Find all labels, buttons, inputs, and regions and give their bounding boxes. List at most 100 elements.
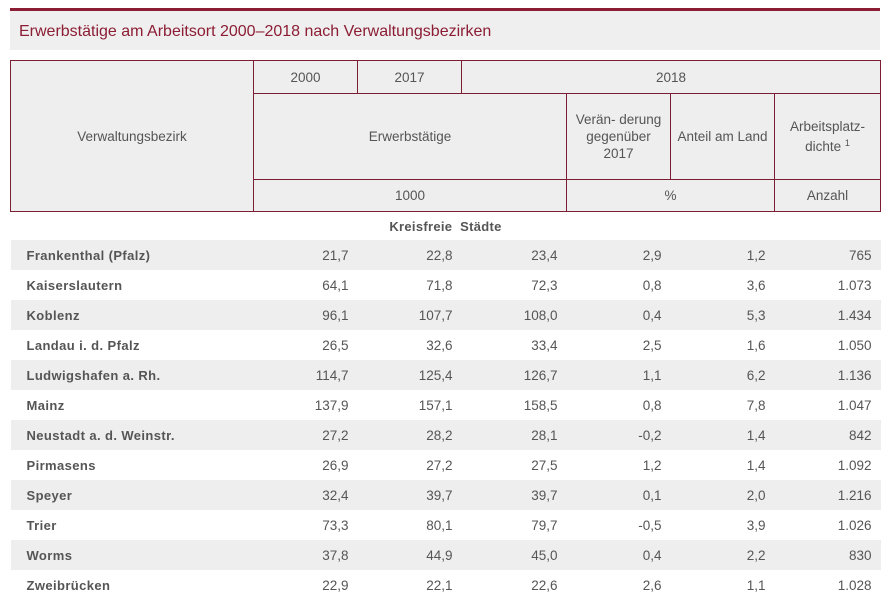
value-2017: 28,2 xyxy=(357,420,462,450)
value-2000: 26,9 xyxy=(322,457,349,473)
change-percent: 0,8 xyxy=(642,397,662,413)
district-name: Neustadt a. d. Weinstr. xyxy=(10,420,254,450)
value-2017: 32,6 xyxy=(426,337,453,353)
table-row: Neustadt a. d. Weinstr. 27,2 28,2 28,1 -0,2 1… xyxy=(10,420,881,450)
value-2000: 32,4 xyxy=(253,480,358,510)
value-2000: 22,9 xyxy=(322,577,349,593)
value-2018: 39,7 xyxy=(461,480,567,510)
table-row: Frankenthal (Pfalz) 21,7 22,8 23,4 2,9 1,2 765 xyxy=(10,240,881,270)
share-percent: 3,9 xyxy=(746,517,766,533)
value-2000: 96,1 xyxy=(253,300,358,330)
unit-percent: % xyxy=(566,179,775,212)
header-density: Arbeitsplatz- dichte 1 xyxy=(773,93,882,180)
value-2000: 137,9 xyxy=(314,397,349,413)
value-2000: 64,1 xyxy=(322,277,349,293)
district-name: Mainz xyxy=(26,397,65,413)
job-density: 1.092 xyxy=(837,457,872,473)
table-row: Mainz 137,9 157,1 158,5 0,8 7,8 1.047 xyxy=(11,390,881,420)
job-density: 1.434 xyxy=(774,300,881,330)
value-2017: 39,7 xyxy=(357,480,462,510)
value-2017: 71,8 xyxy=(426,277,453,293)
share-percent: 1,4 xyxy=(746,457,766,473)
value-2018: 158,5 xyxy=(523,397,558,413)
value-2000: 73,3 xyxy=(322,517,349,533)
change-percent: 2,6 xyxy=(642,577,662,593)
table-row: Koblenz 96,1 107,7 108,0 0,4 5,3 1.434 xyxy=(10,300,881,330)
change-percent: -0,2 xyxy=(566,420,671,450)
share-percent: 2,0 xyxy=(670,480,775,510)
value-2017: 107,7 xyxy=(357,300,462,330)
value-2017: 27,2 xyxy=(426,457,453,473)
change-percent: -0,5 xyxy=(638,517,662,533)
share-percent: 1,2 xyxy=(670,240,775,270)
value-2018: 23,4 xyxy=(461,240,567,270)
header-employed: Erwerbstätige xyxy=(253,93,567,180)
value-2018: 27,5 xyxy=(531,457,558,473)
value-2017: 22,8 xyxy=(357,240,462,270)
district-name: Ludwigshafen a. Rh. xyxy=(10,360,254,390)
job-density: 1.050 xyxy=(837,337,872,353)
value-2000: 21,7 xyxy=(253,240,358,270)
header-district: Verwaltungsbezirk xyxy=(10,60,254,212)
district-name: Kaiserslautern xyxy=(26,277,123,293)
change-percent: 0,4 xyxy=(566,540,671,570)
section-heading: Kreisfreie Städte xyxy=(389,218,502,234)
table-row: Landau i. d. Pfalz 26,5 32,6 33,4 2,5 1,6 1.05… xyxy=(11,330,881,360)
district-name: Pirmasens xyxy=(26,457,96,473)
header-change: Verän- derung gegenüber 2017 xyxy=(566,93,671,180)
change-percent: 1,1 xyxy=(566,360,671,390)
value-2000: 26,5 xyxy=(322,337,349,353)
share-percent: 1,6 xyxy=(746,337,766,353)
job-density: 1.136 xyxy=(774,360,881,390)
employment-table: Verwaltungsbezirk 2000 2017 2018 Erwerbs… xyxy=(10,60,882,600)
value-2000: 114,7 xyxy=(253,360,358,390)
share-percent: 2,2 xyxy=(670,540,775,570)
district-name: Worms xyxy=(10,540,254,570)
value-2018: 108,0 xyxy=(461,300,567,330)
change-percent: 0,4 xyxy=(566,300,671,330)
change-percent: 1,2 xyxy=(642,457,662,473)
change-percent: 0,1 xyxy=(566,480,671,510)
value-2017: 44,9 xyxy=(357,540,462,570)
change-percent: 0,8 xyxy=(642,277,662,293)
value-2018: 79,7 xyxy=(531,517,558,533)
change-percent: 2,5 xyxy=(642,337,662,353)
job-density: 1.047 xyxy=(837,397,872,413)
table-row: Trier 73,3 80,1 79,7 -0,5 3,9 1.026 xyxy=(11,510,881,540)
value-2018: 33,4 xyxy=(531,337,558,353)
table-row: Zweibrücken 22,9 22,1 22,6 2,6 1,1 1.028 xyxy=(11,570,881,600)
header-year-2017: 2017 xyxy=(357,60,462,94)
value-2017: 157,1 xyxy=(418,397,453,413)
job-density: 1.028 xyxy=(837,577,872,593)
job-density: 1.073 xyxy=(837,277,872,293)
value-2018: 72,3 xyxy=(531,277,558,293)
value-2018: 45,0 xyxy=(461,540,567,570)
value-2017: 125,4 xyxy=(357,360,462,390)
district-name: Trier xyxy=(26,517,57,533)
table-row: Pirmasens 26,9 27,2 27,5 1,2 1,4 1.092 xyxy=(11,450,881,480)
job-density: 842 xyxy=(774,420,881,450)
value-2018: 126,7 xyxy=(461,360,567,390)
header-year-2000: 2000 xyxy=(253,60,358,94)
share-percent: 3,6 xyxy=(746,277,766,293)
value-2018: 28,1 xyxy=(461,420,567,450)
district-name: Landau i. d. Pfalz xyxy=(26,337,140,353)
job-density: 1.216 xyxy=(774,480,881,510)
footnote-marker[interactable]: 1 xyxy=(844,138,850,148)
job-density: 830 xyxy=(774,540,881,570)
job-density: 1.026 xyxy=(837,517,872,533)
table-title-bar: Erwerbstätige am Arbeitsort 2000–2018 na… xyxy=(10,8,880,50)
share-percent: 1,1 xyxy=(746,577,766,593)
share-percent: 7,8 xyxy=(746,397,766,413)
table-title: Erwerbstätige am Arbeitsort 2000–2018 na… xyxy=(19,23,492,40)
district-name: Speyer xyxy=(10,480,254,510)
table-row: Ludwigshafen a. Rh. 114,7 125,4 126,7 1,1 6,2… xyxy=(10,360,881,390)
district-name: Frankenthal (Pfalz) xyxy=(10,240,254,270)
header-share: Anteil am Land xyxy=(670,93,775,180)
value-2000: 27,2 xyxy=(253,420,358,450)
district-name: Koblenz xyxy=(10,300,254,330)
value-2000: 37,8 xyxy=(253,540,358,570)
header-density-label: Arbeitsplatz- dichte xyxy=(790,119,866,154)
value-2018: 22,6 xyxy=(531,577,558,593)
district-name: Zweibrücken xyxy=(26,577,111,593)
